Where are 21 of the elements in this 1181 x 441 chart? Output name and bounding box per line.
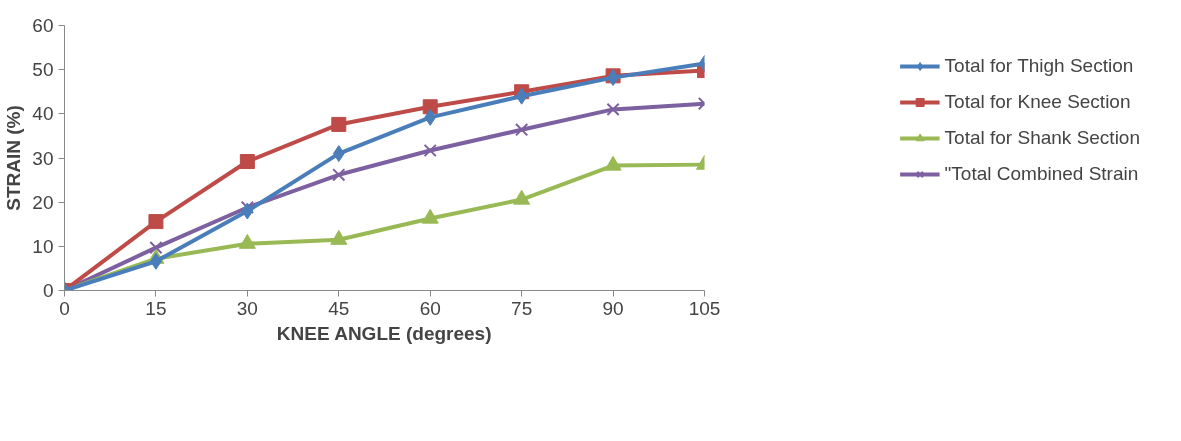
x-tick-label: 75	[511, 297, 533, 319]
legend-label: Total for Shank Section	[944, 127, 1140, 149]
x-tick-label: 105	[688, 297, 721, 319]
x-tick-label: 0	[59, 297, 70, 319]
x-tick-label: 30	[236, 297, 258, 319]
y-tick-label: 20	[32, 191, 54, 213]
y-tick-label: 10	[32, 235, 54, 257]
legend-label: Total for Thigh Section	[944, 55, 1134, 77]
legend-label: Total for Knee Section	[944, 91, 1131, 113]
x-tick-label: 60	[419, 297, 441, 319]
y-tick-label: 40	[32, 103, 54, 125]
x-tick-label: 15	[145, 297, 167, 319]
x-axis-title: KNEE ANGLE (degrees)	[276, 322, 492, 344]
y-tick-label: 0	[42, 280, 54, 301]
x-tick-label: 45	[328, 297, 350, 319]
y-tick-label: 60	[32, 15, 54, 36]
y-axis-title: STRAIN (%)	[3, 105, 25, 211]
y-tick-label: 30	[32, 147, 54, 169]
y-tick-label: 50	[32, 59, 54, 81]
legend-label: "Total Combined Strain	[944, 163, 1139, 185]
x-tick-label: 90	[602, 297, 624, 319]
